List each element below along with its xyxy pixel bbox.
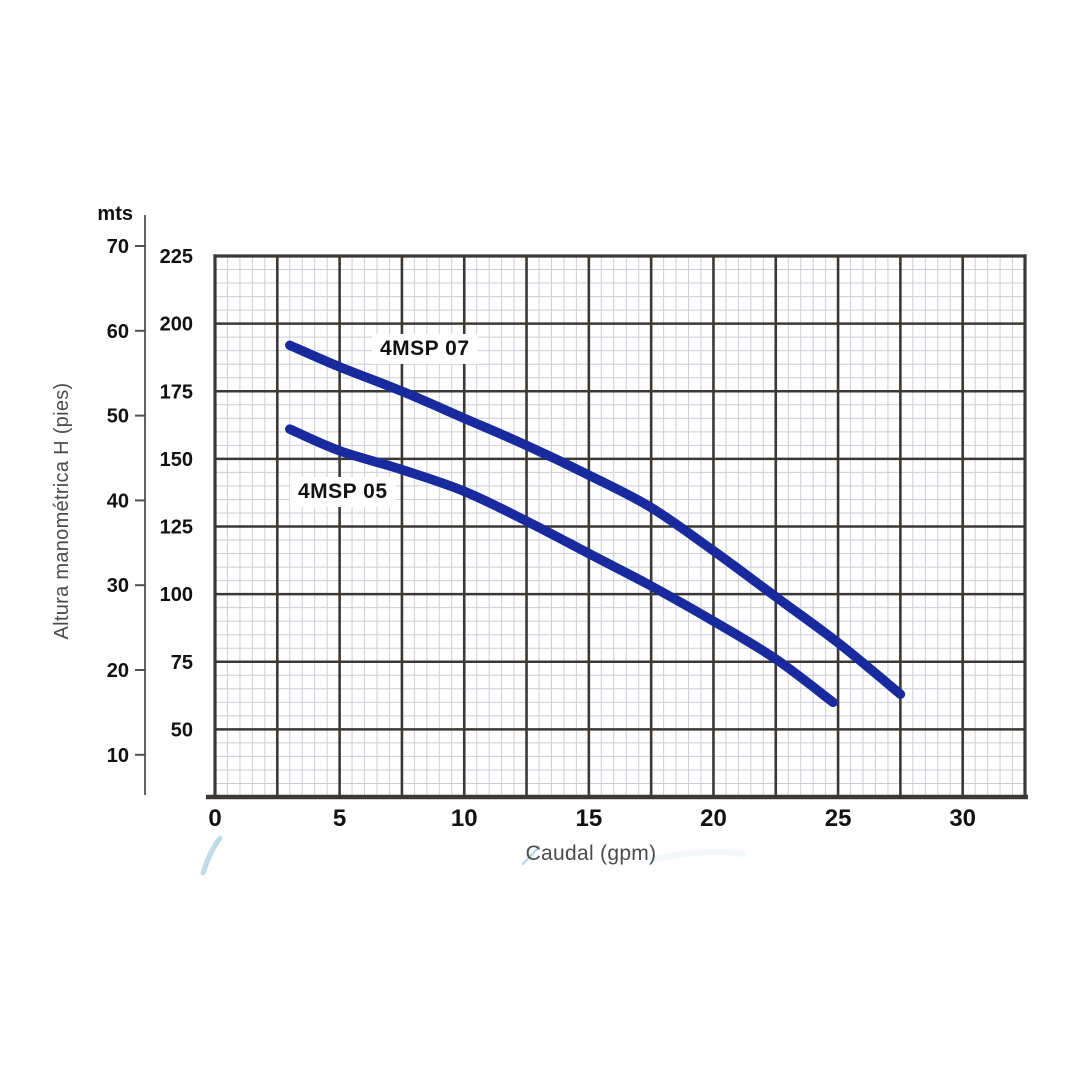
decor-swoosh	[204, 838, 222, 873]
y-tick-label-pies: 150	[160, 449, 193, 471]
y-tick-label-pies: 175	[160, 381, 193, 403]
curve-label-4msp-05: 4MSP 05	[290, 477, 396, 507]
y-tick-label-pies: 225	[160, 246, 193, 268]
x-axis-title: Caudal (gpm)	[525, 842, 657, 865]
y-tick-label-pies: 75	[171, 652, 193, 674]
y-tick-label-pies: 125	[160, 517, 193, 539]
x-tick-label: 30	[949, 805, 976, 832]
x-tick-label: 10	[451, 805, 478, 832]
decor-swoosh	[200, 835, 223, 876]
y-tick-label-mts: 70	[107, 236, 129, 258]
y-tick-label-pies: 100	[160, 584, 193, 606]
y-tick-label-mts: 30	[107, 575, 129, 597]
y-tick-label-pies: 200	[160, 314, 193, 336]
y-tick-label-pies: 50	[171, 719, 193, 741]
pump-curve-4msp-05	[285, 424, 838, 708]
x-tick-label: 25	[825, 805, 852, 832]
decor-swoosh	[521, 845, 541, 866]
x-tick-label: 20	[700, 805, 727, 832]
x-tick-label: 15	[575, 805, 602, 832]
y-tick-label-mts: 50	[107, 406, 129, 428]
y-axis-title: Altura manométrica H (pies)	[51, 382, 73, 640]
pump-curve-4msp-07	[285, 340, 906, 699]
x-tick-label: 5	[333, 805, 346, 832]
y-tick-label-mts: 10	[107, 745, 129, 767]
y-tick-label-mts: 40	[107, 490, 129, 512]
y-tick-label-mts: 20	[107, 660, 129, 682]
decor-swoosh	[645, 849, 747, 864]
curve-label-4msp-07: 4MSP 07	[372, 334, 478, 364]
y-tick-label-mts: 60	[107, 321, 129, 343]
y-axis-unit-label: mts	[97, 203, 133, 225]
x-tick-label: 0	[208, 805, 221, 832]
